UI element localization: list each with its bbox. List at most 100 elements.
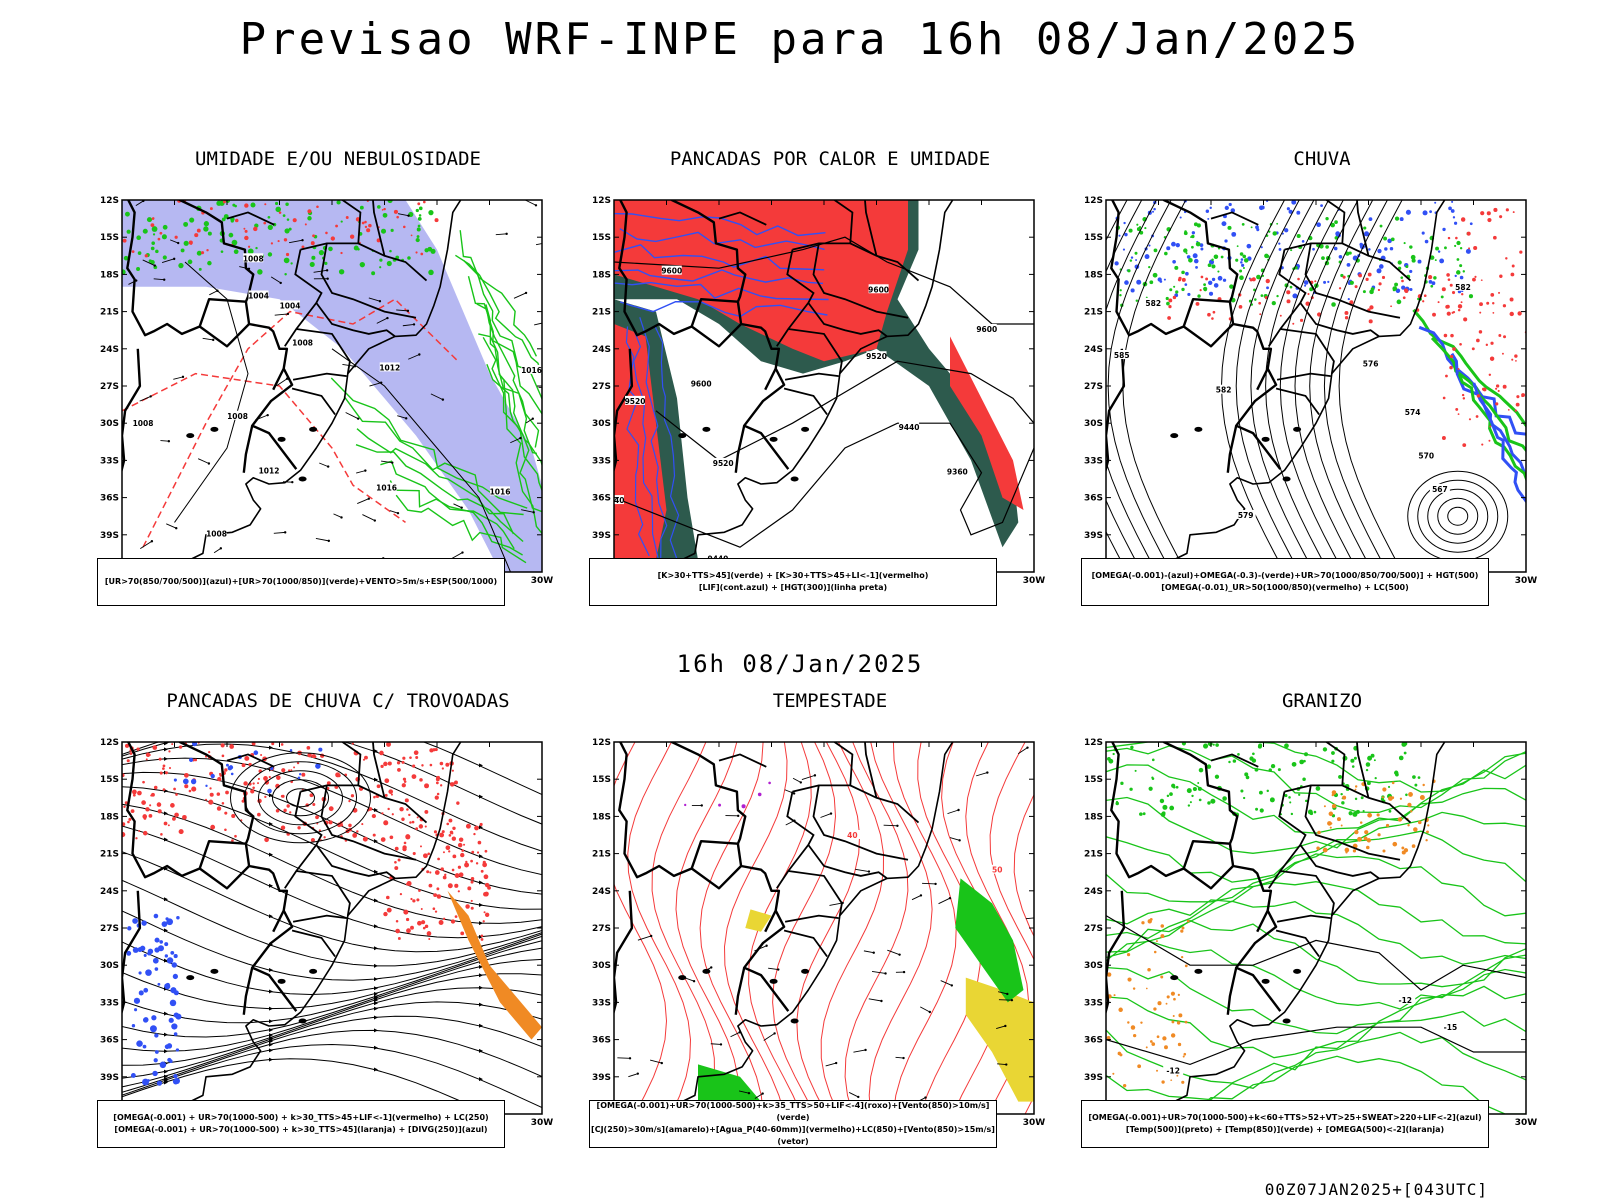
- lat-tick-label: 27S: [592, 924, 611, 934]
- contour-label: 1008: [243, 254, 264, 263]
- lat-tick-label: 39S: [100, 531, 119, 541]
- contour-label: 9360: [947, 468, 968, 477]
- lat-tick-label: 15S: [100, 233, 119, 243]
- contour-label: 576: [1363, 360, 1379, 369]
- contour-label: 1012: [379, 363, 400, 372]
- lat-tick-label: 39S: [100, 1073, 119, 1083]
- lat-tick-label: 24S: [1084, 887, 1103, 897]
- lon-tick-label: 30W: [1515, 1118, 1538, 1128]
- map-panel: CHUVA58258257658257457056757957958512S15…: [1072, 148, 1572, 628]
- lat-tick-label: 39S: [592, 531, 611, 541]
- lat-tick-label: 30S: [100, 961, 119, 971]
- lat-tick-label: 18S: [1084, 812, 1103, 822]
- contour-label: 579: [1238, 511, 1254, 520]
- lat-tick-label: 15S: [1084, 775, 1103, 785]
- lat-tick-label: 33S: [1084, 456, 1103, 466]
- lat-tick-label: 39S: [592, 1073, 611, 1083]
- legend-line: [UR>70(850/700/500)](azul)+[UR>70(1000/8…: [104, 577, 498, 586]
- lat-tick-label: 18S: [592, 812, 611, 822]
- map-layer: -12 -15 -12: [1106, 742, 1526, 1114]
- lat-tick-label: 30S: [1084, 419, 1103, 429]
- map-panel: GRANIZO -12 -15 -12 12S 15S 18S 21S 24S 27S 30S 33S…: [1072, 690, 1572, 1170]
- lat-tick-label: 33S: [1084, 998, 1103, 1008]
- map-plot: 58258257658257457056757957958512S15S18S2…: [1084, 196, 1538, 586]
- map-layer: 9600 9600 9600 9520 9600 9520 9440 9520 9360 9440…: [604, 200, 1034, 572]
- contour-label: -12: [1398, 996, 1412, 1005]
- contour-label: 9520: [713, 459, 734, 468]
- contour-label: 9440: [604, 496, 625, 505]
- lat-tick-label: 27S: [1084, 924, 1103, 934]
- contour-label: 1008: [227, 412, 248, 421]
- lat-tick-label: 36S: [1084, 1036, 1103, 1046]
- lon-tick-label: 30W: [1023, 1118, 1046, 1128]
- lat-tick-label: 24S: [1084, 345, 1103, 355]
- panel-title: UMIDADE E/OU NEBULOSIDADE: [195, 148, 481, 170]
- lon-tick-label: 30W: [1023, 576, 1046, 586]
- lat-tick-label: 39S: [1084, 1073, 1103, 1083]
- map-plot: 9600 9600 9600 9520 9600 9520 9440 9520 9360 9440…: [592, 196, 1046, 586]
- legend-line: [K>30+TTS>45](verde) + [K>30+TTS>45+LI<-…: [657, 571, 929, 580]
- lat-tick-label: 18S: [592, 270, 611, 280]
- contour-label: 9440: [899, 423, 920, 432]
- map-panel: PANCADAS POR CALOR E UMIDADE 9600 9600 9600…: [580, 148, 1080, 628]
- panel-legend: [OMEGA(-0.001) + UR>70(1000-500) + k>30_…: [97, 1100, 505, 1148]
- lat-tick-label: 30S: [592, 961, 611, 971]
- map-plot: 1008 1004 1004 1008 1012 1016 1008 1012 1016 1016…: [100, 196, 553, 586]
- contour-label: -12: [1166, 1067, 1180, 1076]
- lat-tick-label: 18S: [1084, 270, 1103, 280]
- lat-tick-label: 12S: [1084, 738, 1103, 748]
- contour-label: 9600: [868, 285, 889, 294]
- lat-tick-label: 36S: [100, 494, 119, 504]
- contour-label: 1008: [292, 339, 313, 348]
- lat-tick-label: 12S: [592, 738, 611, 748]
- contour-label: 50: [992, 866, 1002, 875]
- lat-tick-label: 30S: [592, 419, 611, 429]
- lat-tick-label: 21S: [592, 850, 611, 860]
- lat-tick-label: 33S: [592, 456, 611, 466]
- contour-label: 1016: [376, 484, 397, 493]
- contour-label: 1016: [521, 366, 542, 375]
- contour-label: 582: [1455, 283, 1471, 292]
- contour-label: 567: [1432, 485, 1448, 494]
- lat-tick-label: 36S: [592, 494, 611, 504]
- legend-line: [Temp(500)](preto) + [Temp(850)](verde) …: [1125, 1125, 1445, 1134]
- lat-tick-label: 30S: [100, 419, 119, 429]
- lat-tick-label: 24S: [592, 887, 611, 897]
- contour-label: 1004: [248, 291, 269, 300]
- map-panel: TEMPESTADE 40 50 12S 15S 18S 21S 24S 27S 30S 33S 36…: [580, 690, 1080, 1170]
- contour-label: 1008: [133, 419, 154, 428]
- map-panel: UMIDADE E/OU NEBULOSIDADE 1008 1004 1004 100…: [88, 148, 588, 628]
- map-plot: -12-15-1212S15S18S21S24S27S30S33S36S39S4…: [1084, 738, 1538, 1128]
- lat-tick-label: 39S: [1084, 531, 1103, 541]
- legend-line: [CJ(250)>30m/s](amarelo)+[Agua_P(40-60mm…: [591, 1125, 995, 1146]
- lon-tick-label: 30W: [531, 1118, 554, 1128]
- contour-label: 9600: [661, 267, 682, 276]
- lat-tick-label: 18S: [100, 270, 119, 280]
- contour-label: 1012: [259, 466, 280, 475]
- map-layer: 1008 1004 1004 1008 1012 1016 1008 1012 1016 1016…: [122, 200, 542, 572]
- lon-tick-label: 30W: [1515, 576, 1538, 586]
- panel-title: GRANIZO: [1281, 690, 1363, 712]
- panel-legend: [OMEGA(-0.001)+UR>70(1000-500)+k>35_TTS>…: [589, 1100, 997, 1148]
- contour-label: 9520: [866, 352, 887, 361]
- lat-tick-label: 33S: [100, 998, 119, 1008]
- panel-legend: [OMEGA(-0.001)-(azul)+OMEGA(-0.3)-(verde…: [1081, 558, 1489, 606]
- legend-line: [OMEGA(-0.001)+UR>70(1000-500)+k>35_TTS>…: [596, 1101, 990, 1122]
- lat-tick-label: 36S: [592, 1036, 611, 1046]
- lat-tick-label: 15S: [592, 775, 611, 785]
- map-layer: 582582576582574570567579579585: [1106, 200, 1526, 572]
- contour-label: 1016: [490, 487, 511, 496]
- contour-label: 582: [1216, 386, 1232, 395]
- panel-legend: [K>30+TTS>45](verde) + [K>30+TTS>45+LI<-…: [589, 558, 997, 606]
- contour-label: 1008: [206, 530, 227, 539]
- lat-tick-label: 27S: [592, 382, 611, 392]
- legend-line: [OMEGA(-0.001)-(azul)+OMEGA(-0.3)-(verde…: [1091, 571, 1479, 580]
- contour-label: 1004: [280, 301, 301, 310]
- contour-label: 9600: [691, 380, 712, 389]
- panel-title: CHUVA: [1293, 148, 1351, 170]
- contour-label: -15: [1444, 1023, 1458, 1032]
- legend-line: [OMEGA(-0.001) + UR>70(1000-500) + k>30_…: [114, 1125, 488, 1134]
- contour-label: 40: [847, 831, 857, 840]
- lat-tick-label: 12S: [1084, 196, 1103, 206]
- legend-line: [OMEGA(-0.001)+UR>70(1000-500)+k<60+TTS>…: [1088, 1113, 1482, 1122]
